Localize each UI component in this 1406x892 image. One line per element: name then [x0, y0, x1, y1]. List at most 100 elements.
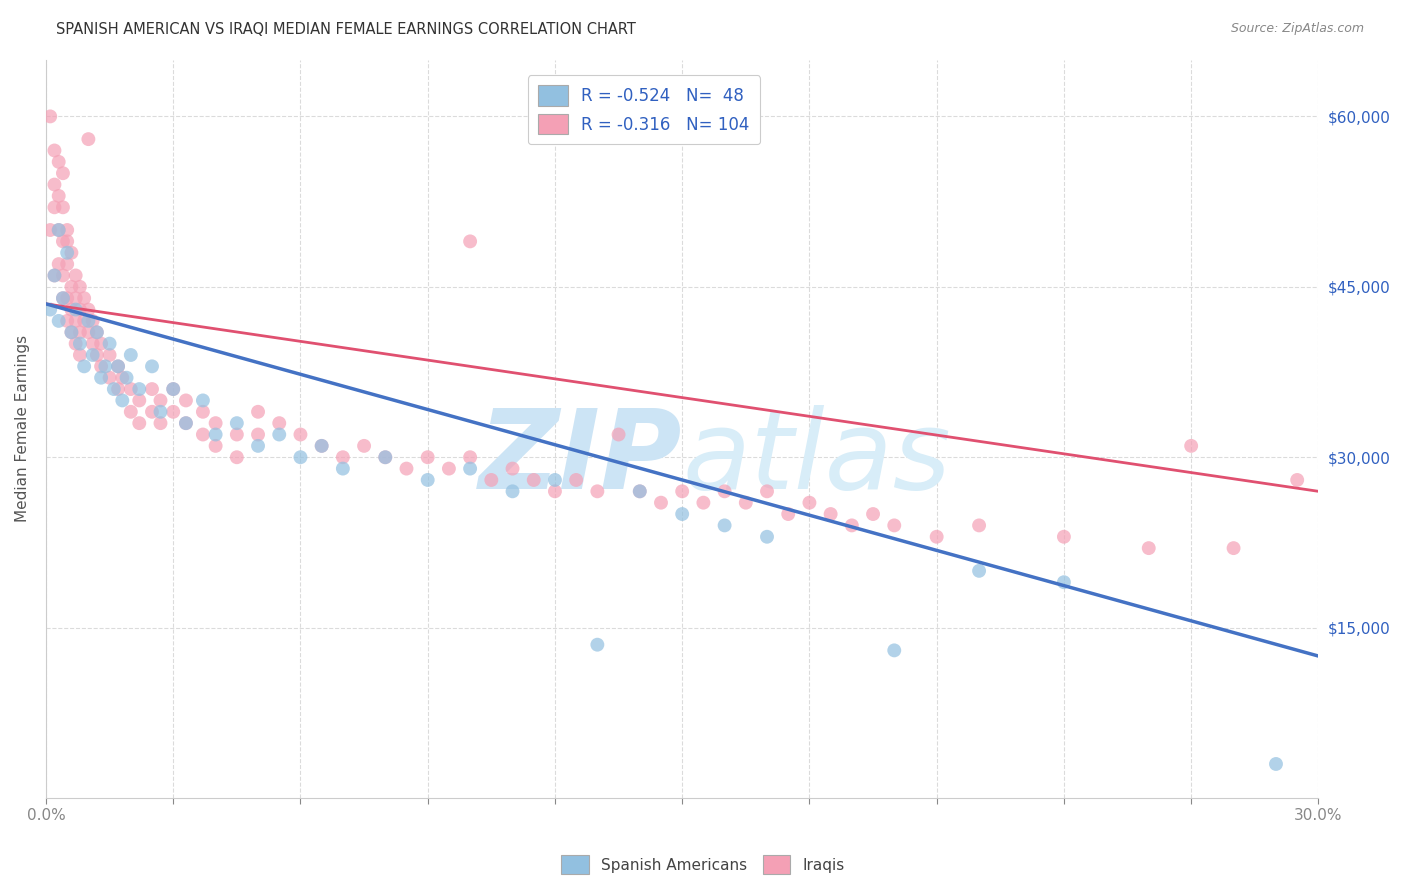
Point	[73, 359, 96, 374]
Point	[374, 450, 396, 465]
Point	[107, 359, 129, 374]
Point	[502, 461, 524, 475]
Point	[311, 439, 333, 453]
Point	[607, 427, 630, 442]
Point	[44, 144, 66, 158]
Point	[862, 507, 884, 521]
Point	[713, 484, 735, 499]
Point	[174, 416, 197, 430]
Point	[120, 405, 142, 419]
Point	[48, 154, 70, 169]
Point	[479, 473, 502, 487]
Point	[48, 223, 70, 237]
Point	[141, 405, 163, 419]
Point	[52, 166, 75, 180]
Point	[269, 427, 291, 442]
Point	[52, 291, 75, 305]
Point	[69, 302, 91, 317]
Point	[52, 235, 75, 249]
Point	[247, 427, 270, 442]
Point	[86, 348, 108, 362]
Point	[416, 450, 439, 465]
Point	[1053, 530, 1076, 544]
Point	[111, 370, 134, 384]
Point	[162, 382, 184, 396]
Point	[174, 393, 197, 408]
Point	[1053, 575, 1076, 590]
Point	[65, 302, 87, 317]
Point	[107, 382, 129, 396]
Point	[90, 359, 112, 374]
Point	[56, 223, 79, 237]
Point	[82, 336, 104, 351]
Point	[565, 473, 588, 487]
Point	[77, 325, 100, 339]
Point	[174, 416, 197, 430]
Point	[799, 496, 821, 510]
Text: SPANISH AMERICAN VS IRAQI MEDIAN FEMALE EARNINGS CORRELATION CHART: SPANISH AMERICAN VS IRAQI MEDIAN FEMALE …	[56, 22, 636, 37]
Text: Source: ZipAtlas.com: Source: ZipAtlas.com	[1230, 22, 1364, 36]
Point	[967, 518, 990, 533]
Point	[162, 382, 184, 396]
Point	[311, 439, 333, 453]
Point	[437, 461, 460, 475]
Point	[149, 416, 172, 430]
Point	[290, 427, 312, 442]
Point	[628, 484, 651, 499]
Point	[120, 348, 142, 362]
Point	[69, 336, 91, 351]
Point	[98, 336, 121, 351]
Point	[65, 291, 87, 305]
Point	[82, 314, 104, 328]
Point	[44, 268, 66, 283]
Point	[290, 450, 312, 465]
Point	[247, 405, 270, 419]
Point	[650, 496, 672, 510]
Point	[925, 530, 948, 544]
Point	[1137, 541, 1160, 555]
Point	[65, 314, 87, 328]
Point	[60, 280, 83, 294]
Point	[374, 450, 396, 465]
Point	[69, 348, 91, 362]
Point	[191, 427, 214, 442]
Point	[69, 280, 91, 294]
Point	[416, 473, 439, 487]
Point	[82, 348, 104, 362]
Point	[458, 461, 481, 475]
Point	[73, 314, 96, 328]
Point	[48, 189, 70, 203]
Point	[820, 507, 842, 521]
Point	[586, 484, 609, 499]
Point	[458, 450, 481, 465]
Point	[141, 359, 163, 374]
Point	[128, 416, 150, 430]
Point	[204, 416, 226, 430]
Point	[544, 473, 567, 487]
Point	[60, 302, 83, 317]
Point	[56, 314, 79, 328]
Point	[77, 314, 100, 328]
Point	[713, 518, 735, 533]
Point	[269, 416, 291, 430]
Point	[671, 507, 693, 521]
Y-axis label: Median Female Earnings: Median Female Earnings	[15, 335, 30, 523]
Point	[65, 336, 87, 351]
Point	[98, 348, 121, 362]
Point	[225, 427, 247, 442]
Point	[39, 109, 62, 123]
Point	[48, 314, 70, 328]
Point	[56, 235, 79, 249]
Point	[1265, 756, 1288, 771]
Point	[86, 325, 108, 339]
Point	[73, 291, 96, 305]
Point	[128, 393, 150, 408]
Point	[56, 245, 79, 260]
Point	[90, 370, 112, 384]
Point	[149, 393, 172, 408]
Point	[128, 382, 150, 396]
Point	[247, 439, 270, 453]
Point	[48, 223, 70, 237]
Point	[734, 496, 756, 510]
Point	[883, 518, 905, 533]
